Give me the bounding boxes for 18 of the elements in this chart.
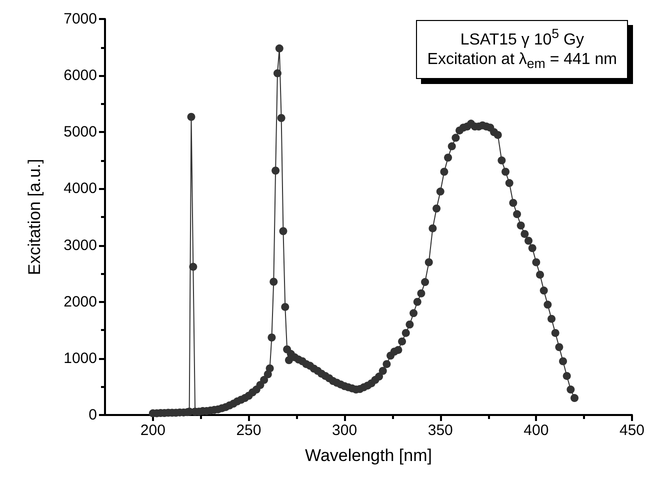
y-tick-label: 0 xyxy=(88,406,97,424)
y-tick-label: 6000 xyxy=(64,67,97,84)
annotation: LSAT15 γ 10$^{5}$ Gy xyxy=(460,26,584,48)
x-axis-title: Wavelength [nm] xyxy=(305,446,432,465)
x-tick-label: 350 xyxy=(428,422,453,439)
x-tick-label: 250 xyxy=(236,422,262,439)
y-tick-label: 3000 xyxy=(64,236,97,254)
y-tick-label: 2000 xyxy=(64,293,97,310)
x-tick-label: 400 xyxy=(524,422,549,439)
x-tick-label: 200 xyxy=(140,422,166,439)
y-tick-label: 7000 xyxy=(64,10,97,28)
y-tick-label: 5000 xyxy=(64,124,97,141)
y-axis-title: Excitation [a.u.] xyxy=(25,158,44,276)
x-tick-label: 450 xyxy=(619,422,645,439)
annotation: Excitation at λ$_{em}$ = 441 nm xyxy=(427,51,617,72)
x-tick-label: 300 xyxy=(332,422,358,439)
y-tick-label: 1000 xyxy=(64,350,97,367)
y-tick-label: 4000 xyxy=(64,180,97,198)
